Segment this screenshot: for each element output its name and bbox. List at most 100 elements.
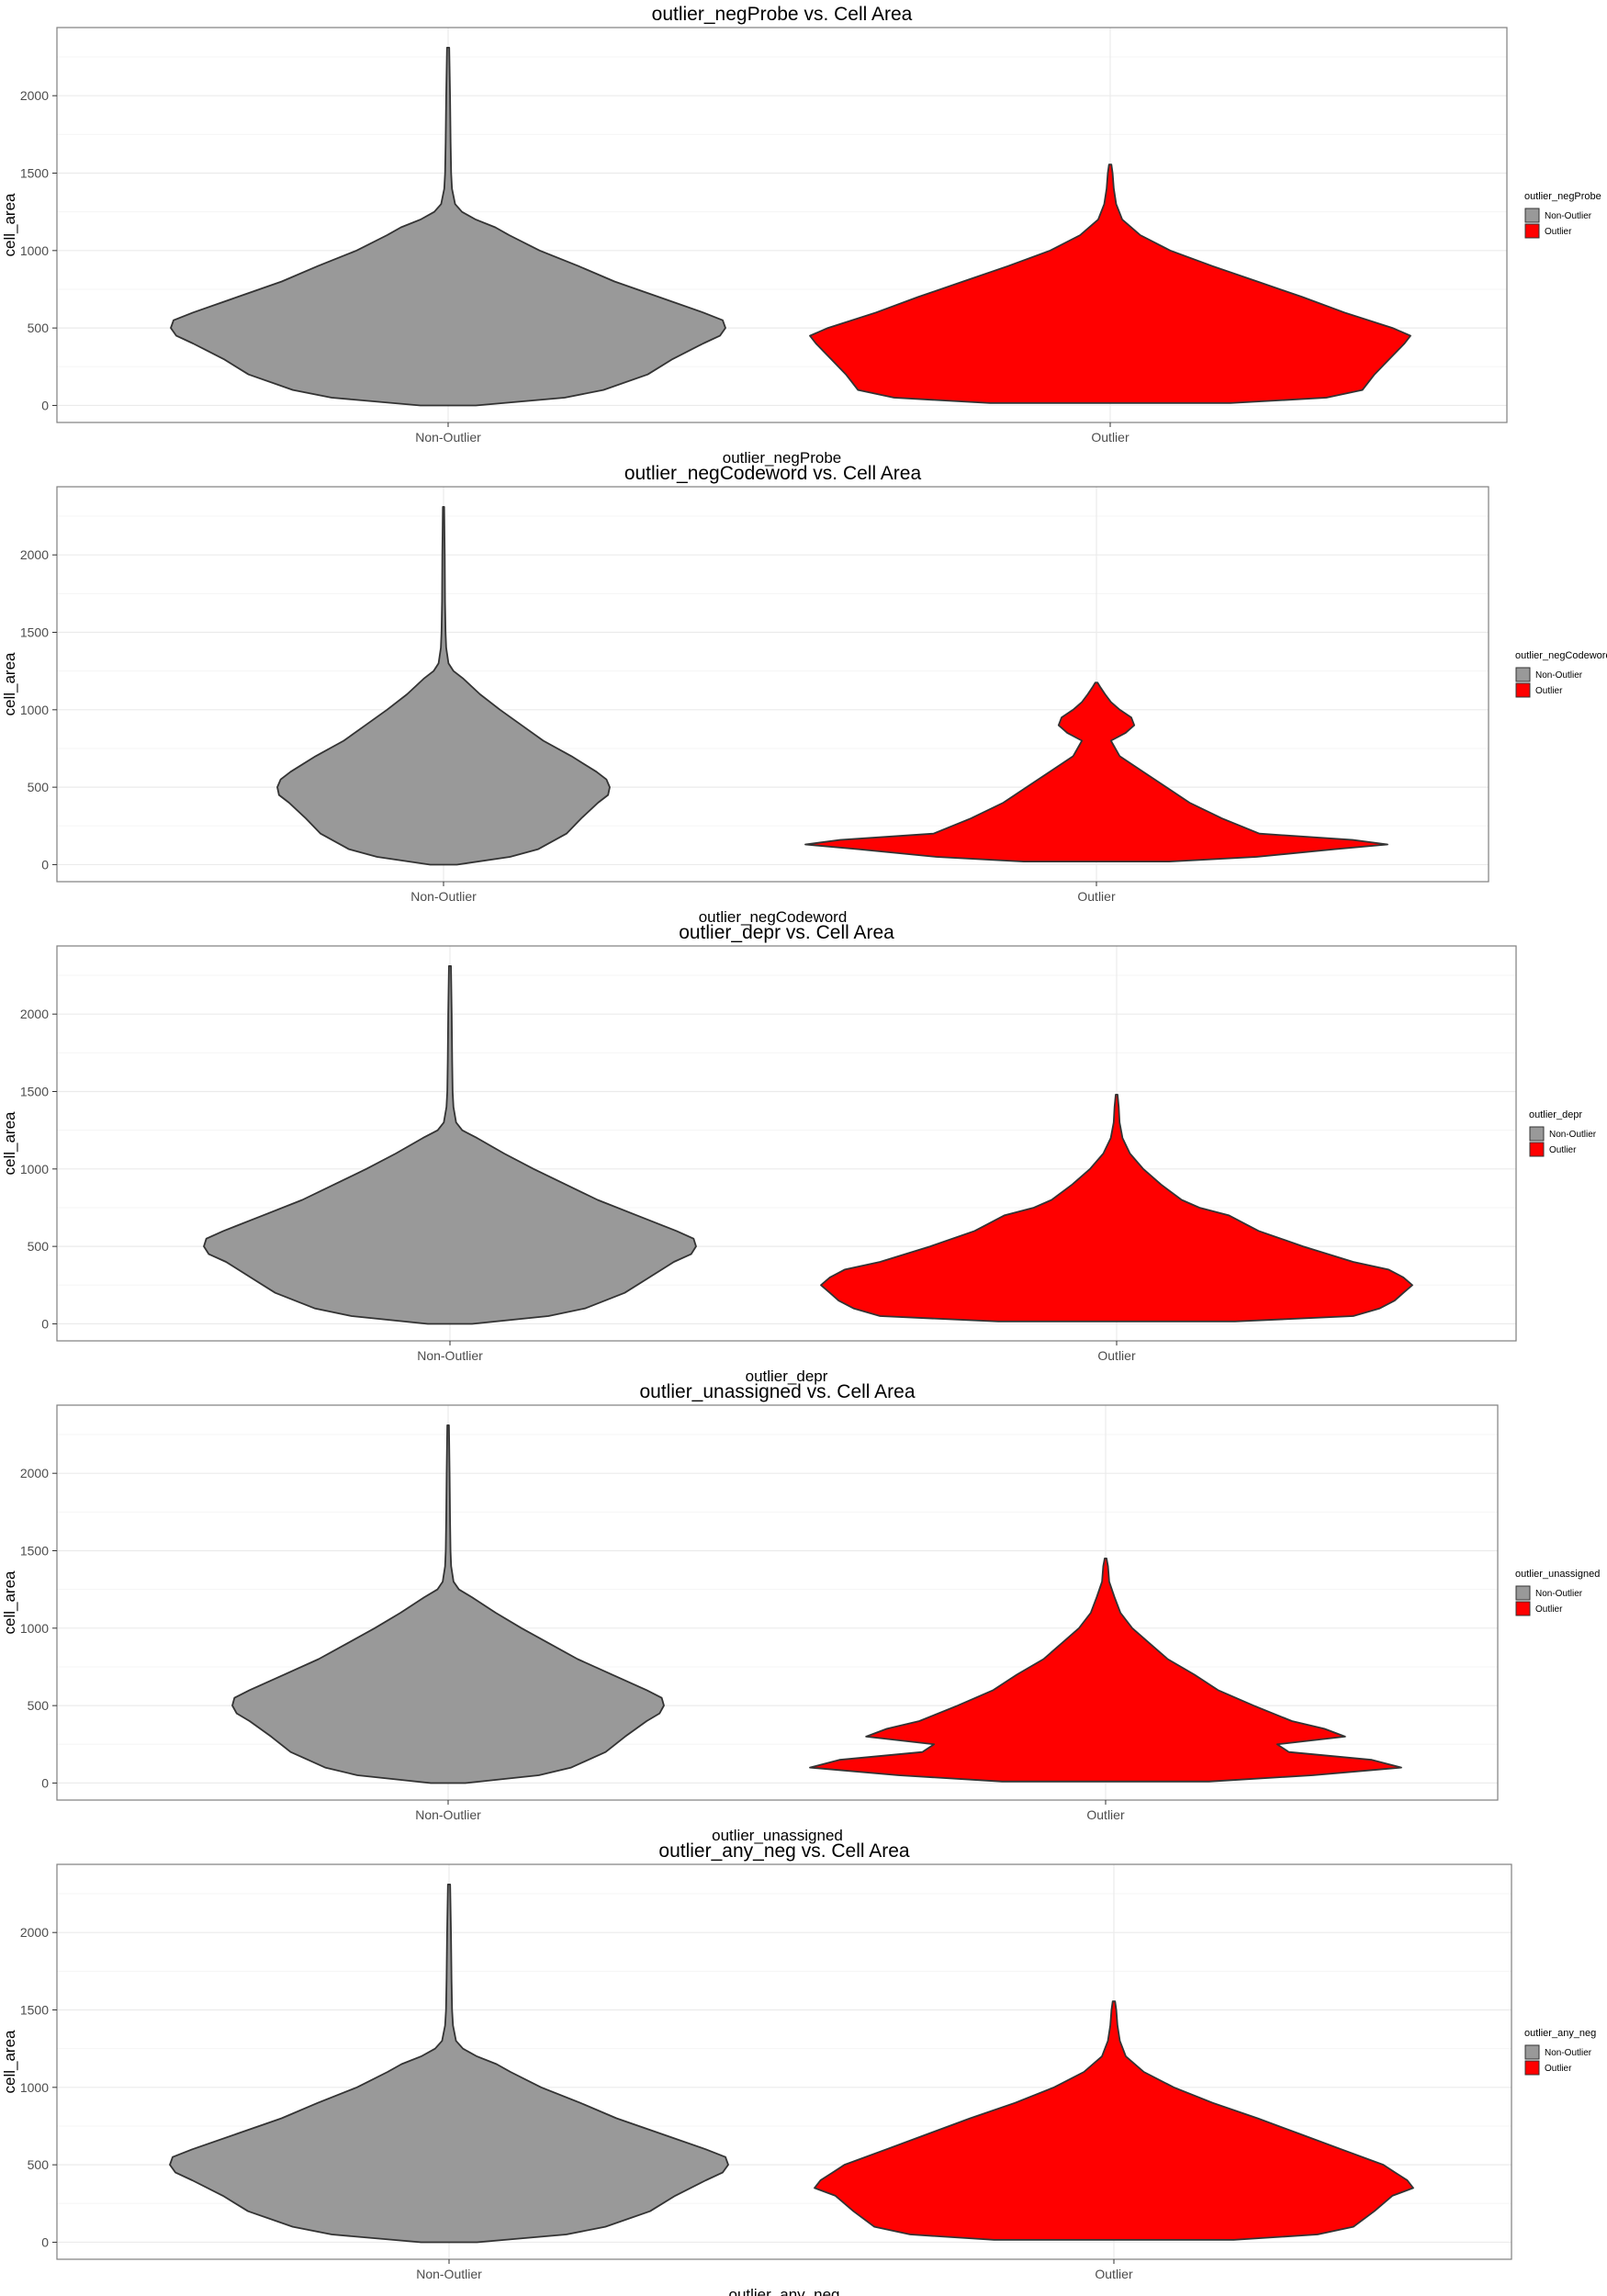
x-tick-label: Outlier [1091,430,1129,445]
y-axis-title: cell_area [1,2030,18,2094]
legend: outlier_unassigned Non-Outlier Outlier [1515,1569,1600,1616]
y-tick-label: 500 [28,321,50,335]
y-tick-label: 2000 [20,1466,49,1480]
y-tick-label: 500 [28,2157,50,2172]
x-axis-title: outlier_any_neg [729,2286,840,2296]
legend-key-outlier [1515,1601,1531,1616]
y-tick-label: 500 [28,1698,50,1713]
y-tick-label: 2000 [20,1925,49,1940]
chart-panel-5: outlier_any_neg vs. Cell Area 0 500 1000 150… [1,1840,1596,2296]
y-axis-title: cell_area [1,193,18,257]
y-tick-label: 500 [28,1239,50,1254]
x-tick-label: Outlier [1086,1807,1125,1822]
legend-label: Non-Outlier [1535,670,1583,681]
legend-key-non-outlier [1524,208,1540,223]
x-tick-label: Outlier [1077,889,1116,904]
legend-label: Non-Outlier [1545,2048,1592,2058]
y-tick-label: 1000 [20,1162,49,1176]
legend-key-non-outlier [1515,667,1531,682]
legend-title: outlier_depr [1529,1109,1582,1120]
violin-outlier [804,681,1388,862]
legend: outlier_negProbe Non-Outlier Outlier [1524,191,1601,239]
panel-border [56,486,1489,883]
legend-title: outlier_negCodeword [1515,650,1607,661]
legend-label: Outlier [1545,227,1572,237]
legend-label: Non-Outlier [1535,1589,1583,1599]
legend-key-outlier [1529,1142,1545,1157]
violin-non-outlier [276,506,611,866]
chart-title: outlier_any_neg vs. Cell Area [658,1840,909,1862]
x-tick-label: Non-Outlier [415,1807,481,1822]
y-axis-title: cell_area [1,652,18,716]
legend-label: Non-Outlier [1549,1130,1597,1140]
panel-border [56,1404,1499,1801]
chart-title: outlier_negCodeword vs. Cell Area [624,463,922,484]
y-tick-label: 1500 [20,1544,49,1559]
violin-outlier [809,163,1411,404]
legend-label: Outlier [1535,1604,1563,1615]
x-tick-label: Non-Outlier [410,889,477,904]
legend-label: Outlier [1545,2064,1572,2074]
legend-key-non-outlier [1515,1585,1531,1601]
x-tick-label: Non-Outlier [417,1348,483,1363]
y-axis-title: cell_area [1,1570,18,1635]
y-tick-label: 1500 [20,625,49,640]
violin-outlier [814,2000,1414,2241]
panel-border [56,945,1517,1342]
panel-border [56,1863,1512,2260]
chart-panel-4: outlier_unassigned vs. Cell Area 0 500 1000… [1,1381,1600,1844]
y-axis-title: cell_area [1,1111,18,1176]
y-tick-label: 0 [41,1775,49,1790]
y-tick-label: 500 [28,780,50,794]
legend-title: outlier_negProbe [1524,191,1601,202]
legend: outlier_any_neg Non-Outlier Outlier [1524,2028,1596,2076]
y-tick-label: 1500 [20,1085,49,1099]
panel-border [56,27,1508,423]
x-axis-title: outlier_negCodeword [699,908,848,926]
chart-title: outlier_unassigned vs. Cell Area [639,1381,915,1402]
violin-outlier [809,1558,1402,1783]
y-tick-label: 2000 [20,547,49,562]
y-tick-label: 1000 [20,243,49,258]
x-tick-label: Outlier [1095,2267,1133,2281]
y-tick-label: 1500 [20,166,49,181]
y-tick-label: 2000 [20,88,49,103]
y-tick-label: 1000 [20,1621,49,1636]
x-tick-label: Non-Outlier [415,430,481,445]
chart-title: outlier_depr vs. Cell Area [679,922,894,943]
violin-non-outlier [231,1424,665,1784]
x-tick-label: Non-Outlier [416,2267,482,2281]
chart-panel-1: outlier_negProbe vs. Cell Area 0 500 1000 15… [1,4,1601,467]
grid-lines [57,487,1489,882]
legend-title: outlier_any_neg [1524,2028,1596,2039]
violin-non-outlier [203,965,697,1325]
violin-outlier [820,1094,1413,1322]
y-tick-label: 1500 [20,2003,49,2018]
y-tick-label: 1000 [20,2080,49,2095]
x-tick-label: Outlier [1097,1348,1136,1363]
legend-title: outlier_unassigned [1515,1569,1600,1580]
x-axis-title: outlier_negProbe [723,449,841,467]
y-tick-label: 0 [41,857,49,872]
y-tick-label: 0 [41,398,49,412]
legend-label: Outlier [1535,686,1563,696]
y-tick-label: 1000 [20,703,49,717]
violin-non-outlier [170,47,726,407]
legend: outlier_negCodeword Non-Outlier Outlier [1515,650,1607,698]
y-tick-label: 0 [41,1316,49,1331]
chart-panel-2: outlier_negCodeword vs. Cell Area 0 500 100… [1,463,1607,926]
chart-panel-3: outlier_depr vs. Cell Area 0 500 1000 1500 20… [1,922,1597,1385]
y-tick-label: 2000 [20,1007,49,1021]
y-tick-label: 0 [41,2234,49,2249]
x-axis-title: outlier_depr [746,1367,828,1385]
legend-key-non-outlier [1529,1126,1545,1142]
legend-key-outlier [1524,2060,1540,2076]
legend-label: Outlier [1549,1145,1577,1155]
legend-key-non-outlier [1524,2044,1540,2060]
legend: outlier_depr Non-Outlier Outlier [1529,1109,1597,1157]
chart-title: outlier_negProbe vs. Cell Area [652,4,913,25]
legend-key-outlier [1515,682,1531,698]
x-axis-title: outlier_unassigned [712,1827,843,1844]
legend-key-outlier [1524,223,1540,239]
legend-label: Non-Outlier [1545,211,1592,221]
